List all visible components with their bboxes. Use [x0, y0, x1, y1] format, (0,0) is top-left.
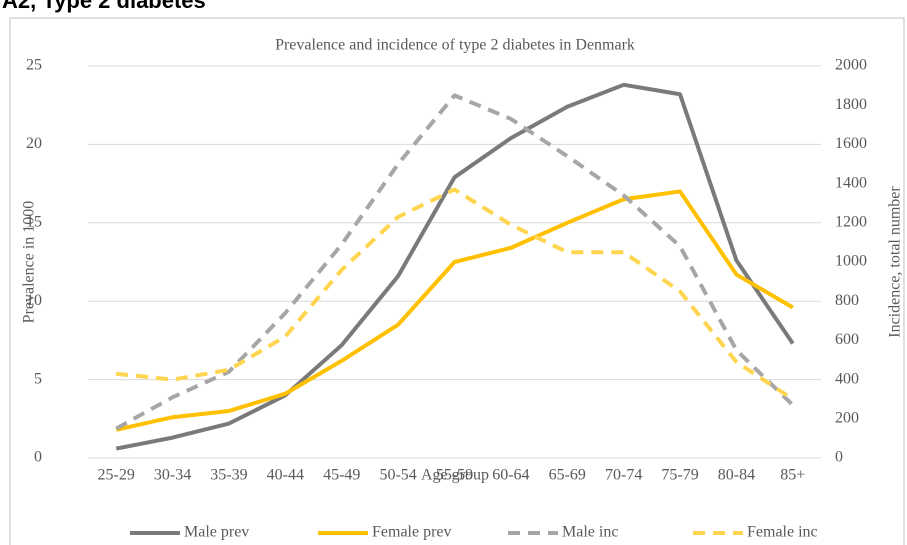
y2-tick-label: 1800 — [835, 96, 867, 113]
x-tick-label: 60-64 — [492, 467, 529, 484]
legend-label: Female inc — [747, 524, 818, 541]
x-tick-label: 30-34 — [154, 467, 191, 484]
x-axis-label: Age group — [421, 467, 489, 484]
x-tick-label: 55-59 — [436, 467, 473, 484]
chart-title: Prevalence and incidence of type 2 diabe… — [275, 37, 635, 54]
x-tick-label: 40-44 — [267, 467, 304, 484]
x-tick-label: 45-49 — [323, 467, 360, 484]
x-tick-label: 25-29 — [98, 467, 135, 484]
y-tick-label: 15 — [26, 213, 42, 230]
y-axis-label: Prevalence in 1000 — [21, 201, 38, 324]
y-tick-label: 25 — [26, 57, 42, 74]
header: A2, Type 2 diabetes — [2, 0, 206, 13]
y2-tick-label: 200 — [835, 409, 859, 426]
x-tick-label: 75-79 — [661, 467, 698, 484]
y2-axis-label: Incidence, total number — [887, 186, 904, 338]
data-line — [115, 82, 795, 451]
y2-tick-label: 0 — [835, 449, 843, 466]
y-tick-label: 10 — [26, 292, 42, 309]
legend-label: Male prev — [184, 524, 249, 541]
data-line — [115, 187, 794, 401]
data-line — [115, 189, 794, 432]
x-tick-label: 85+ — [780, 467, 805, 484]
legend-label: Male inc — [562, 524, 618, 541]
x-tick-label: 35-39 — [210, 467, 247, 484]
y2-tick-label: 1600 — [835, 135, 867, 152]
y-tick-label: 20 — [26, 135, 42, 152]
y2-tick-label: 800 — [835, 292, 859, 309]
x-tick-label: 80-84 — [718, 467, 755, 484]
y2-tick-label: 1000 — [835, 253, 867, 270]
chart-border — [9, 17, 905, 545]
y2-tick-label: 1200 — [835, 213, 867, 230]
x-tick-label: 50-54 — [379, 467, 416, 484]
y2-tick-label: 1400 — [835, 174, 867, 191]
y2-tick-label: 600 — [835, 331, 859, 348]
data-line — [115, 93, 795, 431]
y-tick-label: 0 — [34, 449, 42, 466]
x-tick-label: 70-74 — [605, 467, 642, 484]
legend-label: Female prev — [372, 524, 452, 541]
y2-tick-label: 2000 — [835, 57, 867, 74]
x-tick-label: 65-69 — [549, 467, 586, 484]
y2-tick-label: 400 — [835, 370, 859, 387]
y-tick-label: 5 — [34, 370, 42, 387]
